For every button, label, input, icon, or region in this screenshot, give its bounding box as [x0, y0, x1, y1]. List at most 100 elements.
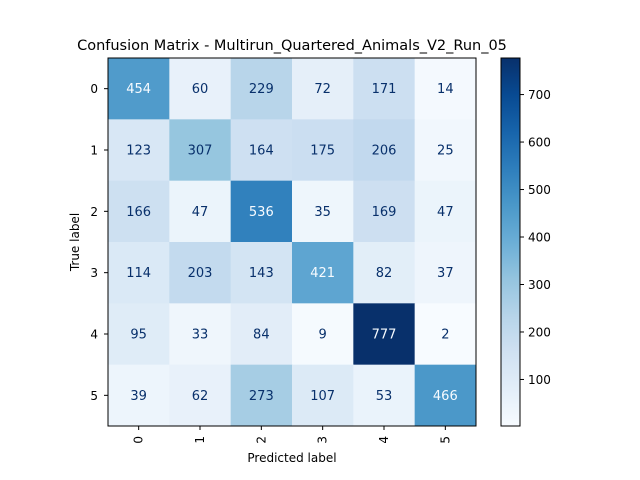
heatmap-cell — [414, 119, 477, 182]
chart-title: Confusion Matrix - Multirun_Quartered_An… — [77, 38, 507, 54]
x-tick-label: 3 — [316, 436, 330, 444]
colorbar-tick-label: 700 — [528, 88, 551, 102]
heatmap-cell — [169, 119, 232, 182]
colorbar-tick-label: 100 — [528, 373, 551, 387]
cell-value-label: 107 — [310, 389, 335, 404]
heatmap-cell — [108, 58, 170, 120]
colorbar-tick-label: 500 — [528, 183, 551, 197]
cell-value-label: 60 — [192, 82, 209, 97]
cell-value-label: 95 — [130, 328, 147, 343]
x-tick-label: 1 — [193, 436, 207, 444]
heatmap-cell — [353, 303, 416, 366]
cell-value-label: 169 — [372, 205, 397, 220]
y-axis-label: True label — [68, 213, 82, 272]
x-tick-label: 2 — [254, 436, 268, 444]
cell-value-label: 14 — [437, 82, 454, 97]
cell-value-label: 164 — [249, 144, 274, 159]
heatmap-cells — [108, 58, 477, 427]
heatmap-cell — [353, 58, 416, 120]
heatmap-cell — [353, 364, 416, 427]
cell-value-label: 82 — [376, 266, 393, 281]
cell-value-label: 206 — [372, 144, 397, 159]
colorbar-ticks: 100 200 300 400 500 600 700 — [520, 88, 551, 387]
cell-value-label: 35 — [314, 205, 331, 220]
cell-value-label: 777 — [372, 328, 397, 343]
heatmap-cell — [353, 180, 416, 243]
cell-value-label: 84 — [253, 328, 270, 343]
heatmap-cell — [414, 180, 477, 243]
y-tick-label: 5 — [90, 389, 98, 403]
heatmap-cell — [414, 242, 477, 304]
heatmap-cell — [108, 119, 170, 182]
y-tick-label: 2 — [90, 205, 98, 219]
cell-value-label: 307 — [188, 144, 213, 159]
cell-value-label: 62 — [192, 389, 209, 404]
cell-value-label: 37 — [437, 266, 454, 281]
heatmap-cell — [292, 58, 354, 120]
cell-value-label: 53 — [376, 389, 393, 404]
x-tick-label: 0 — [132, 436, 146, 444]
cell-value-label: 9 — [319, 328, 327, 343]
cell-value-label: 273 — [249, 389, 274, 404]
cell-value-label: 47 — [437, 205, 454, 220]
heatmap-cell — [108, 303, 170, 366]
y-tick-label: 0 — [90, 82, 98, 96]
cell-value-label: 25 — [437, 144, 454, 159]
x-tick-label: 5 — [438, 436, 452, 444]
heatmap-cell — [230, 119, 293, 182]
heatmap-cell — [108, 180, 170, 243]
cell-value-label: 466 — [433, 389, 458, 404]
x-axis-ticks: 0 1 2 3 4 5 — [132, 426, 452, 444]
colorbar-tick-label: 300 — [528, 278, 551, 292]
heatmap-cell — [169, 180, 232, 243]
cell-value-label: 2 — [441, 328, 449, 343]
cell-value-label: 421 — [310, 266, 335, 281]
heatmap-cell — [414, 364, 477, 427]
heatmap-cell — [108, 364, 170, 427]
heatmap-cell — [230, 180, 293, 243]
cell-value-label: 33 — [192, 328, 209, 343]
heatmap-cell — [230, 242, 293, 304]
colorbar-tick-label: 200 — [528, 325, 551, 339]
cell-value-label: 166 — [126, 205, 151, 220]
heatmap-cell — [169, 58, 232, 120]
heatmap-cell — [169, 242, 232, 304]
plot-frame — [107, 57, 477, 427]
heatmap-cell — [292, 242, 354, 304]
y-tick-label: 3 — [90, 266, 98, 280]
colorbar — [500, 57, 521, 427]
heatmap-cell — [414, 303, 477, 366]
heatmap-cell — [230, 303, 293, 366]
heatmap-cell — [292, 303, 354, 366]
heatmap-cell — [414, 58, 477, 120]
heatmap-cell — [169, 364, 232, 427]
colorbar-tick-label: 400 — [528, 231, 551, 245]
cell-value-label: 143 — [249, 266, 274, 281]
y-axis-ticks: 0 1 2 3 4 5 — [90, 82, 108, 403]
cell-value-label: 114 — [126, 266, 151, 281]
cell-value-label: 171 — [372, 82, 397, 97]
x-axis-label: Predicted label — [247, 451, 336, 465]
cell-value-label: 175 — [310, 144, 335, 159]
heatmap-cell — [230, 58, 293, 120]
heatmap-cell — [353, 119, 416, 182]
cell-value-label: 47 — [192, 205, 209, 220]
cell-value-label: 536 — [249, 205, 274, 220]
cell-value-label: 203 — [188, 266, 213, 281]
heatmap-cell — [292, 180, 354, 243]
heatmap-cell — [230, 364, 293, 427]
cell-value-label: 39 — [130, 389, 147, 404]
cell-value-label: 229 — [249, 82, 274, 97]
cell-value-label: 123 — [126, 144, 151, 159]
cell-value-label: 454 — [126, 82, 151, 97]
heatmap-cell — [169, 303, 232, 366]
heatmap-cell — [108, 242, 170, 304]
heatmap-cell — [353, 242, 416, 304]
x-tick-label: 4 — [377, 436, 391, 444]
y-tick-label: 1 — [90, 144, 98, 158]
colorbar-tick-label: 600 — [528, 136, 551, 150]
y-tick-label: 4 — [90, 328, 98, 342]
cell-value-label: 72 — [314, 82, 331, 97]
